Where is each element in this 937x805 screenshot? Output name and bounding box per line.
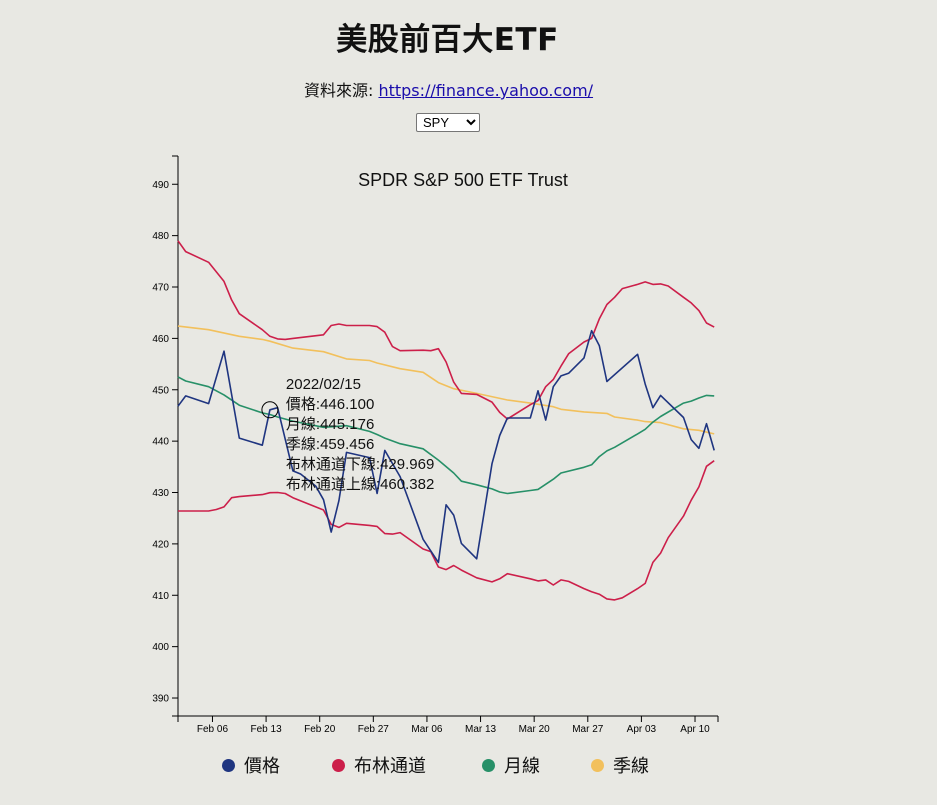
tooltip-line: 季線:459.456 [286, 436, 374, 453]
tooltip-line: 價格:446.100 [286, 396, 374, 413]
price-line [177, 329, 715, 564]
monthly-ma-line [177, 376, 715, 495]
x-tick-label: Feb 20 [304, 724, 336, 735]
chart-title: SPDR S&P 500 ETF Trust [358, 170, 568, 190]
y-tick-label: 470 [152, 283, 169, 294]
y-tick-label: 390 [152, 694, 169, 705]
x-tick-label: Feb 06 [197, 724, 229, 735]
bollinger-upper-line [177, 240, 715, 420]
source-link[interactable]: https://finance.yahoo.com/ [378, 81, 594, 100]
chart-legend: 價格 布林通道 月線 季線 [0, 752, 937, 778]
y-tick-label: 450 [152, 385, 169, 396]
tooltip-line: 月線:445.176 [286, 416, 374, 433]
legend-swatch [482, 758, 495, 772]
bollinger-lower-line [178, 460, 715, 601]
ticker-select[interactable]: SPY [416, 113, 480, 132]
legend-swatch [591, 758, 604, 772]
tooltip-line: 布林通道下線:429.969 [286, 456, 434, 473]
y-tick-label: 480 [152, 231, 169, 242]
source-label: 資料來源: [303, 81, 374, 100]
legend-label: 布林通道 [354, 756, 426, 777]
y-tick-label: 460 [152, 334, 169, 345]
legend-item-monthly: 月線 [482, 752, 540, 778]
y-tick-label: 410 [152, 591, 169, 602]
x-tick-label: Mar 13 [465, 724, 497, 735]
hover-tooltip: 2022/02/15 價格:446.100 月線:445.176 季線:459.456… [261, 376, 434, 493]
legend-item-price: 價格 [222, 752, 280, 778]
x-tick-label: Mar 27 [572, 724, 604, 735]
legend-item-quarterly: 季線 [591, 752, 649, 778]
legend-item-bollinger: 布林通道 [332, 752, 426, 778]
ticker-select-wrap: SPY [416, 112, 480, 132]
y-tick-label: 420 [152, 539, 169, 550]
x-tick-label: Mar 20 [519, 724, 551, 735]
tooltip-line: 布林通道上線:460.382 [286, 476, 434, 493]
axes: 390 400 410 420 430 440 450 460 470 480 490 Feb 06 F… [152, 155, 719, 735]
y-tick-label: 440 [152, 437, 169, 448]
quarterly-ma-line [177, 325, 715, 435]
y-tick-label: 400 [152, 642, 169, 653]
x-tick-label: Feb 27 [358, 724, 390, 735]
x-tick-label: Apr 03 [627, 724, 657, 735]
hover-marker [261, 401, 279, 419]
legend-label: 月線 [504, 756, 540, 777]
page-title: 美股前百大ETF [336, 22, 559, 58]
tooltip-line: 2022/02/15 [286, 376, 361, 393]
x-tick-label: Apr 10 [680, 724, 710, 735]
data-source-line: 資料來源: https://finance.yahoo.com/ [0, 77, 897, 101]
legend-swatch [222, 758, 235, 772]
series-lines [177, 240, 715, 601]
etf-chart: SPDR S&P 500 ETF Trust 390 400 410 420 430 44… [152, 155, 719, 735]
x-tick-label: Feb 13 [251, 724, 283, 735]
y-tick-label: 430 [152, 488, 169, 499]
legend-label: 季線 [613, 756, 649, 777]
y-tick-label: 490 [152, 180, 169, 191]
x-tick-label: Mar 06 [411, 724, 443, 735]
legend-label: 價格 [244, 756, 280, 777]
legend-swatch [332, 758, 345, 772]
